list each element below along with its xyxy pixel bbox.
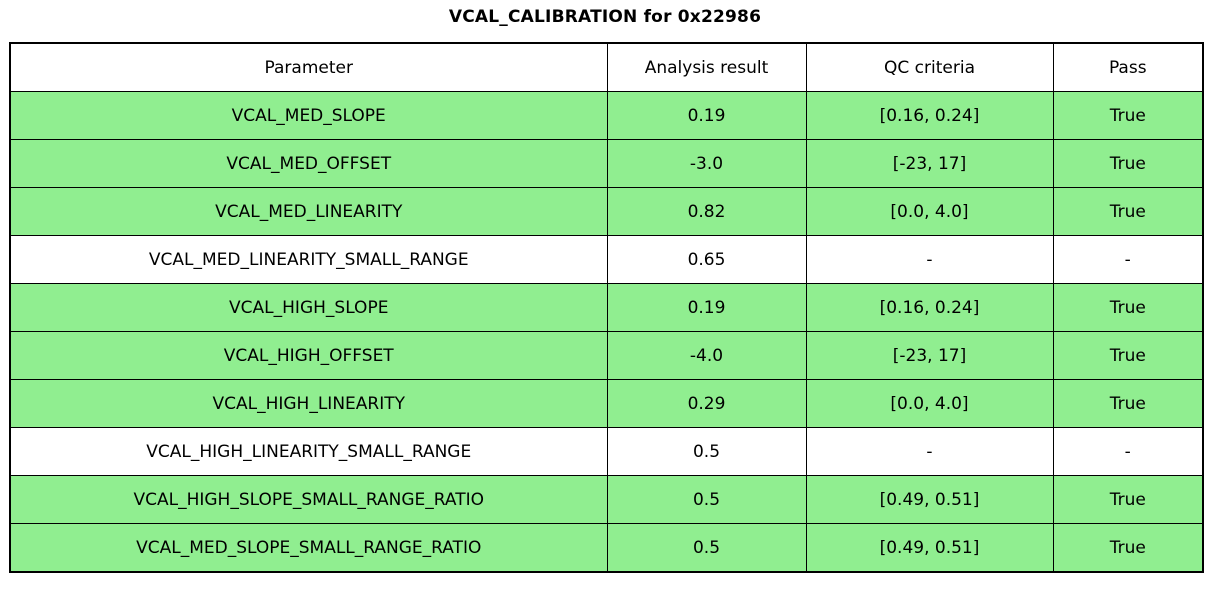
qc-criteria-cell: [0.16, 0.24]: [805, 283, 1054, 332]
result-cell: 0.5: [606, 475, 807, 524]
pass-cell: True: [1052, 475, 1204, 524]
table-row: VCAL_HIGH_SLOPE 0.19 [0.16, 0.24] True: [9, 283, 1204, 332]
table-row: VCAL_MED_SLOPE 0.19 [0.16, 0.24] True: [9, 91, 1204, 140]
result-cell: -4.0: [606, 331, 807, 380]
pass-cell: True: [1052, 379, 1204, 428]
table-row: VCAL_HIGH_LINEARITY 0.29 [0.0, 4.0] True: [9, 379, 1204, 428]
pass-cell: True: [1052, 187, 1204, 236]
result-cell: 0.65: [606, 235, 807, 284]
qc-criteria-cell: [0.16, 0.24]: [805, 91, 1054, 140]
param-cell: VCAL_MED_SLOPE_SMALL_RANGE_RATIO: [9, 523, 608, 573]
table-row: VCAL_MED_OFFSET -3.0 [-23, 17] True: [9, 139, 1204, 188]
qc-criteria-cell: [0.49, 0.51]: [805, 475, 1054, 524]
pass-cell: -: [1052, 427, 1204, 476]
header-row: Parameter Analysis result QC criteria Pass: [9, 42, 1204, 92]
table-row: VCAL_MED_LINEARITY_SMALL_RANGE 0.65- -: [9, 235, 1204, 284]
result-cell: 0.19: [606, 91, 807, 140]
qc-criteria-cell: -: [805, 235, 1054, 284]
result-cell: 0.19: [606, 283, 807, 332]
table-row: VCAL_HIGH_OFFSET -4.0 [-23, 17] True: [9, 331, 1204, 380]
param-cell: VCAL_HIGH_LINEARITY: [9, 379, 608, 428]
table-row: VCAL_MED_LINEARITY 0.82 [0.0, 4.0] True: [9, 187, 1204, 236]
param-cell: VCAL_HIGH_LINEARITY_SMALL_RANGE: [9, 427, 608, 476]
pass-cell: True: [1052, 331, 1204, 380]
column-header: Pass: [1052, 42, 1204, 92]
table-row: VCAL_HIGH_SLOPE_SMALL_RANGE_RATIO 0.5 [0.4…: [9, 475, 1204, 524]
qc-criteria-cell: [-23, 17]: [805, 139, 1054, 188]
result-cell: -3.0: [606, 139, 807, 188]
pass-cell: True: [1052, 91, 1204, 140]
result-cell: 0.29: [606, 379, 807, 428]
table-row: VCAL_MED_SLOPE_SMALL_RANGE_RATIO 0.5 [0.49…: [9, 523, 1204, 573]
pass-cell: True: [1052, 139, 1204, 188]
qc-criteria-cell: [0.49, 0.51]: [805, 523, 1054, 573]
qc-results-table: Parameter Analysis result QC criteria Pass …: [9, 42, 1204, 573]
column-header: Analysis result: [606, 42, 807, 92]
param-cell: VCAL_MED_OFFSET: [9, 139, 608, 188]
table-row: VCAL_HIGH_LINEARITY_SMALL_RANGE 0.5- -: [9, 427, 1204, 476]
param-cell: VCAL_HIGH_SLOPE_SMALL_RANGE_RATIO: [9, 475, 608, 524]
param-cell: VCAL_MED_SLOPE: [9, 91, 608, 140]
result-cell: 0.5: [606, 427, 807, 476]
qc-criteria-cell: [0.0, 4.0]: [805, 187, 1054, 236]
pass-cell: True: [1052, 523, 1204, 573]
result-cell: 0.82: [606, 187, 807, 236]
pass-cell: True: [1052, 283, 1204, 332]
qc-criteria-cell: -: [805, 427, 1054, 476]
param-cell: VCAL_MED_LINEARITY: [9, 187, 608, 236]
param-cell: VCAL_HIGH_SLOPE: [9, 283, 608, 332]
column-header: Parameter: [9, 42, 608, 92]
page-title: VCAL_CALIBRATION for 0x22986: [448, 7, 762, 27]
param-cell: VCAL_HIGH_OFFSET: [9, 331, 608, 380]
param-cell: VCAL_MED_LINEARITY_SMALL_RANGE: [9, 235, 608, 284]
table-body: VCAL_MED_SLOPE 0.19 [0.16, 0.24] True VCAL_M…: [9, 91, 1204, 573]
qc-criteria-cell: [0.0, 4.0]: [805, 379, 1054, 428]
result-cell: 0.5: [606, 523, 807, 573]
pass-cell: -: [1052, 235, 1204, 284]
column-header: QC criteria: [805, 42, 1054, 92]
qc-criteria-cell: [-23, 17]: [805, 331, 1054, 380]
